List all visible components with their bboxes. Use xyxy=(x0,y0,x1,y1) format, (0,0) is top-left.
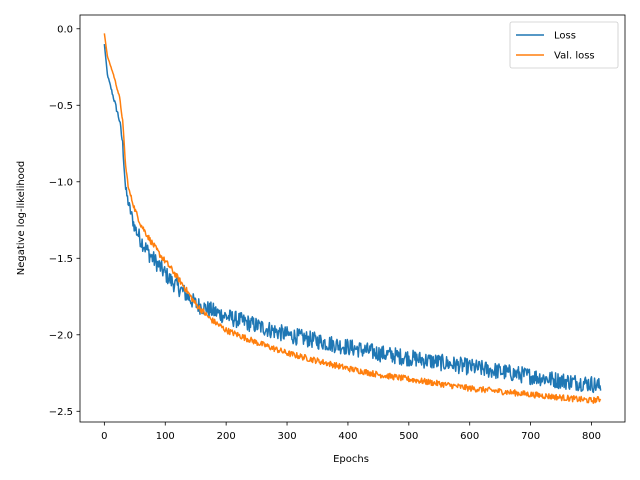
legend-box xyxy=(509,21,619,69)
y-tick-label: −1.5 xyxy=(49,254,73,265)
x-tick-label: 300 xyxy=(277,431,296,442)
y-axis-label: Negative log-likelihood xyxy=(16,161,27,276)
x-tick-label: 0 xyxy=(101,431,107,442)
y-tick-label: −0.5 xyxy=(49,101,73,112)
y-axis-ticks: 0.0 −0.5 −1.0 −1.5 −2.0 −2.5 xyxy=(49,24,80,418)
series-line-val-loss xyxy=(103,33,602,404)
x-axis-ticks: 0 100 200 300 400 500 600 700 800 xyxy=(101,422,601,442)
x-tick-label: 500 xyxy=(399,431,418,442)
x-tick-label: 400 xyxy=(338,431,357,442)
x-tick-label: 100 xyxy=(156,431,175,442)
x-axis-label: Epochs xyxy=(333,454,369,465)
y-tick-label: −1.0 xyxy=(49,177,73,188)
axes-frame xyxy=(79,14,626,423)
y-tick-label: −2.0 xyxy=(49,330,73,341)
y-tick-label: −2.5 xyxy=(49,407,73,418)
legend: Loss Val. loss xyxy=(509,21,619,69)
x-tick-label: 200 xyxy=(217,431,236,442)
legend-label: Loss xyxy=(554,31,576,42)
x-tick-label: 700 xyxy=(521,431,540,442)
x-tick-label: 600 xyxy=(460,431,479,442)
plot-area xyxy=(79,14,626,423)
y-tick-label: 0.0 xyxy=(57,24,73,35)
legend-label: Val. loss xyxy=(554,51,595,62)
x-tick-label: 800 xyxy=(582,431,601,442)
